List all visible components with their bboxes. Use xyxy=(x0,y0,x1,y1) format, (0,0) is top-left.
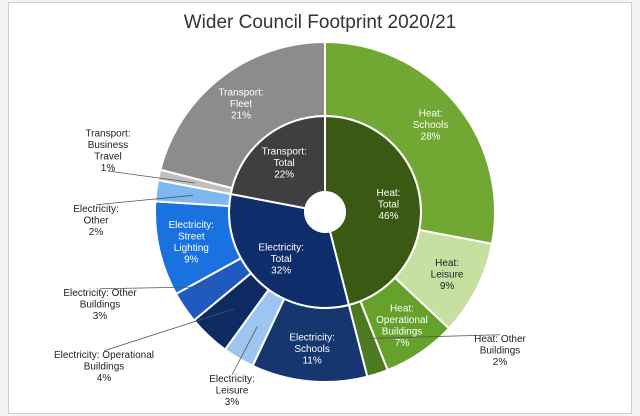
outer-label-heat-operational-buildings: Heat: Operational Buildings 7% xyxy=(376,304,428,350)
outer-label-transport-business-travel: Transport: Business Travel 1% xyxy=(85,128,130,174)
inner-label-electricity-total: Electricity: Total 32% xyxy=(258,243,304,277)
leader-line-electricity-leisure xyxy=(231,326,258,375)
inner-label-transport-total: Transport: Total 22% xyxy=(262,147,307,181)
leader-line-transport-business-travel xyxy=(107,170,196,184)
outer-label-heat-schools: Heat: Schools 28% xyxy=(413,109,449,143)
outer-label-heat-other-buildings: Heat: Other Buildings 2% xyxy=(474,334,526,368)
outer-label-electricity-leisure: Electricity: Leisure 3% xyxy=(209,374,255,408)
outer-slice-heat-schools xyxy=(324,40,496,246)
outer-label-electricity-other: Electricity: Other 2% xyxy=(73,204,119,238)
leader-line-heat-other-buildings xyxy=(366,334,501,339)
outer-slice-transport-fleet xyxy=(159,40,326,190)
leader-line-electricity-other-buildings xyxy=(99,286,216,290)
outer-label-electricity-other-buildings: Electricity: Other Buildings 3% xyxy=(63,288,137,322)
inner-label-heat-total: Heat: Total 46% xyxy=(377,188,401,222)
chart-title: Wider Council Footprint 2020/21 xyxy=(183,12,457,33)
outer-label-electricity-operational-buildings: Electricity: Operational Buildings 4% xyxy=(54,350,154,384)
outer-label-transport-fleet: Transport: Fleet 21% xyxy=(218,88,263,122)
leader-line-electricity-operational-buildings xyxy=(103,308,235,352)
leader-line-electricity-other xyxy=(95,194,194,206)
outer-label-electricity-schools: Electricity: Schools 11% xyxy=(289,332,335,366)
outer-label-electricity-street-lighting: Electricity: Street Lighting 9% xyxy=(169,220,215,266)
outer-label-heat-leisure: Heat: Leisure 9% xyxy=(431,258,464,292)
